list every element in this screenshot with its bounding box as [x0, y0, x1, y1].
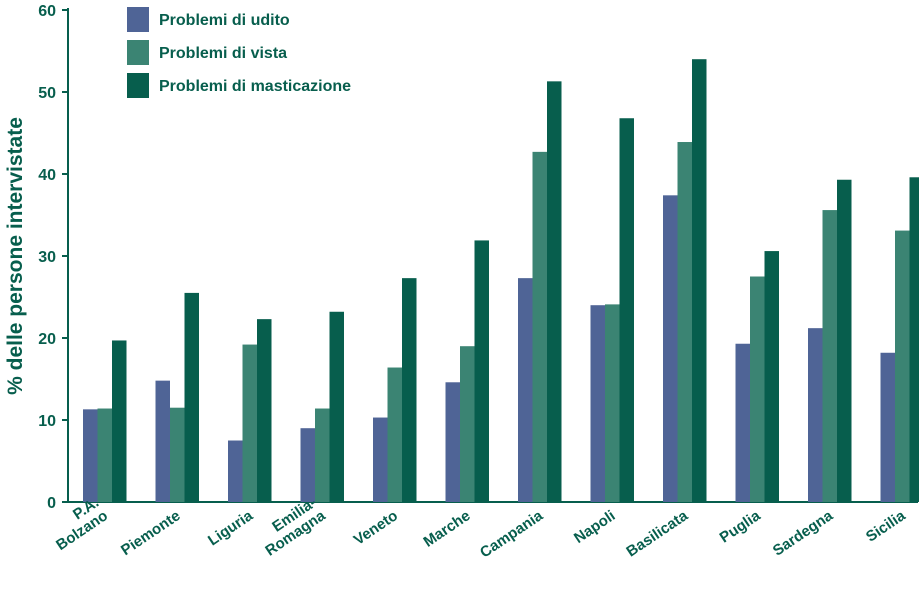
x-tick-label: Liguria: [205, 507, 257, 549]
bar: [692, 59, 707, 502]
bar: [170, 407, 185, 502]
x-tick-label: Basilicata: [623, 507, 691, 561]
bar: [518, 278, 533, 502]
bar: [532, 151, 547, 503]
bar: [605, 304, 620, 502]
bar: [764, 251, 779, 502]
bar: [880, 352, 895, 502]
bar: [402, 278, 417, 502]
y-tick-label: 60: [38, 3, 56, 20]
y-axis-title: % delle persone intervistate: [4, 117, 27, 395]
y-tick-label: 10: [38, 413, 56, 430]
bar: [373, 417, 388, 502]
y-tick-label: 40: [38, 167, 56, 184]
x-tick-label: Sicilia: [863, 507, 909, 546]
legend-swatch: [127, 7, 149, 32]
legend-label: Problemi di udito: [159, 12, 290, 29]
bar: [460, 346, 475, 502]
x-tick-label: Campania: [477, 507, 546, 562]
legend-label: Problemi di vista: [159, 45, 287, 62]
y-tick-label: 0: [47, 495, 56, 512]
y-ticks: 0 10 20 30 40 50 60: [38, 3, 68, 512]
x-tick-label: Puglia: [717, 507, 764, 547]
legend-swatch: [127, 73, 149, 98]
bar: [895, 230, 910, 502]
x-tick-label: Emilia-Romagna: [253, 494, 329, 560]
bar: [663, 195, 678, 502]
bar: [590, 305, 605, 502]
bar: [329, 311, 344, 502]
bar: [315, 408, 330, 502]
y-tick-label: 50: [38, 85, 56, 102]
bars: [83, 59, 919, 503]
bar: [909, 177, 919, 502]
bar: [83, 409, 98, 502]
x-tick-label: Napoli: [571, 507, 619, 547]
bar: [257, 319, 272, 502]
x-tick-label: Marche: [420, 507, 473, 550]
legend: Problemi di udito Problemi di vista Proble…: [127, 7, 351, 98]
y-tick-label: 30: [38, 249, 56, 266]
x-tick-label: Veneto: [351, 507, 401, 549]
bar: [300, 428, 315, 502]
bar: [808, 328, 823, 502]
y-tick-label: 20: [38, 331, 56, 348]
bar: [445, 382, 460, 502]
bar: [677, 142, 692, 502]
bar: [837, 179, 852, 503]
legend-swatch: [127, 40, 149, 65]
bar: [112, 340, 127, 502]
bar: [750, 276, 765, 502]
bar: [822, 210, 837, 502]
bar: [184, 292, 199, 502]
bar: [547, 81, 562, 502]
x-tick-labels: P.A.Bolzano Piemonte Liguria Emilia-Romagna…: [53, 494, 909, 562]
bar: [97, 408, 112, 502]
x-tick-label: Piemonte: [118, 507, 183, 559]
bar: [155, 380, 170, 502]
bar: [474, 240, 489, 503]
bar: [735, 343, 750, 502]
bar: [387, 367, 402, 502]
legend-label: Problemi di masticazione: [159, 78, 351, 95]
bar: [619, 118, 634, 503]
bar: [242, 344, 257, 502]
bar: [228, 440, 243, 502]
x-tick-label: Sardegna: [770, 507, 837, 560]
